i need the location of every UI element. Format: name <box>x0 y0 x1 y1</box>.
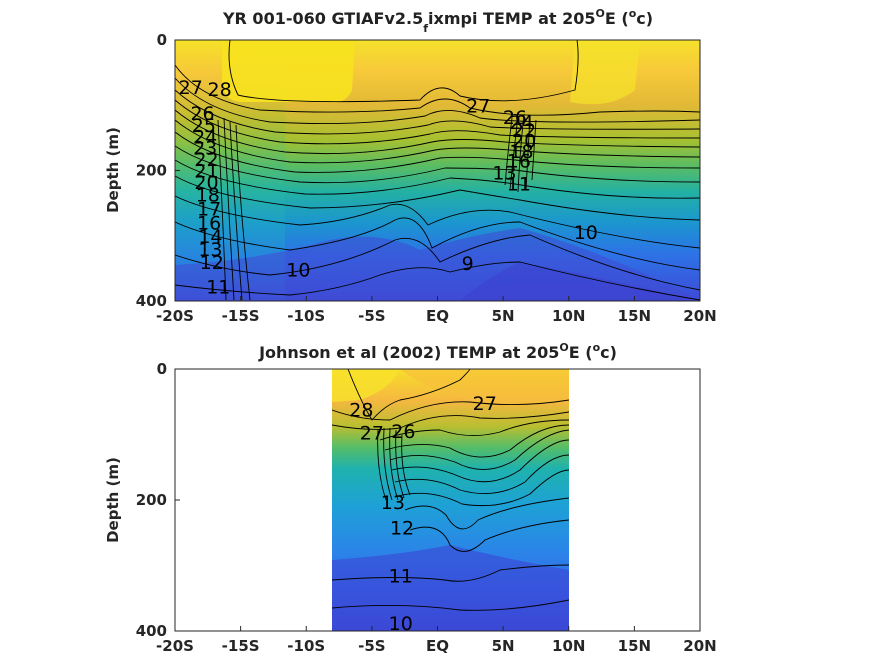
contour-label: 16 <box>197 213 221 235</box>
x-tick-label: -15S <box>222 637 260 655</box>
contour-lines-top <box>175 40 700 301</box>
contour-label: 26 <box>190 103 214 125</box>
y-tick-label: 400 <box>136 622 167 640</box>
y-tick-label: 0 <box>157 360 167 378</box>
cold-water <box>332 545 569 631</box>
panel-top-title: YR 001-060 GTIAFv2.5fixmpi TEMP at 205OE… <box>222 7 653 35</box>
panel-bottom-ticks: -20S -15S -10S -5S EQ 5N 10N 15N 20N 0 200 400 <box>136 360 717 655</box>
contour-label: 11 <box>206 277 230 299</box>
warm-pool-north <box>570 40 640 105</box>
contour-label: 20 <box>194 172 218 194</box>
x-tick-label: 5N <box>492 637 515 655</box>
x-tick-label: -10S <box>287 307 325 325</box>
contour-label: 9 <box>462 253 474 275</box>
contour-label: 24 <box>509 112 533 134</box>
x-tick-label: 15N <box>618 637 651 655</box>
contour-label: 22 <box>194 149 218 171</box>
contour-label: 10 <box>389 613 413 635</box>
x-tick-label: 10N <box>552 307 585 325</box>
x-tick-label: 5N <box>492 307 515 325</box>
x-tick-label: 10N <box>552 637 585 655</box>
contour-label: 11 <box>389 565 413 587</box>
contour-label: 27 <box>179 77 203 99</box>
x-tick-label: -5S <box>358 637 385 655</box>
x-tick-label: EQ <box>426 307 449 325</box>
contour-label: 10 <box>286 260 310 282</box>
contour-label: 11 <box>507 174 531 196</box>
contour-label: 24 <box>193 127 217 149</box>
contour-label: 21 <box>194 161 218 183</box>
panel-bottom: Johnson et al (2002) TEMP at 205OE (oc) <box>104 341 717 655</box>
contour-label: 25 <box>192 115 216 137</box>
contour-label: 12 <box>390 518 414 540</box>
contour-label: 23 <box>193 138 217 160</box>
contour-lines-bottom <box>332 369 569 611</box>
y-tick-label: 200 <box>136 491 167 509</box>
contour-label: 13 <box>381 492 405 514</box>
contour-label: 28 <box>349 400 373 422</box>
panel-bottom-title: Johnson et al (2002) TEMP at 205OE (oc) <box>258 341 617 362</box>
x-tick-label: EQ <box>426 637 449 655</box>
x-tick-label: -5S <box>358 307 385 325</box>
contour-label: 22 <box>512 120 536 142</box>
contour-label: 13 <box>492 162 516 184</box>
x-tick-label: -20S <box>156 637 194 655</box>
contour-label: 26 <box>391 421 415 443</box>
contour-label: 10 <box>574 222 598 244</box>
cold-core <box>460 262 700 301</box>
panel-top-ylabel: Depth (m) <box>104 127 122 213</box>
warm-pool-south <box>222 40 355 103</box>
contour-label: 13 <box>198 239 222 261</box>
x-tick-label: 20N <box>683 637 716 655</box>
x-tick-label: -10S <box>287 637 325 655</box>
panel-bottom-field <box>332 369 569 631</box>
panel-top-field <box>175 40 700 301</box>
contour-label: 17 <box>197 198 221 220</box>
contour-label: 18 <box>196 185 220 207</box>
contour-label: 12 <box>200 252 224 274</box>
x-tick-label: -15S <box>222 307 260 325</box>
x-tick-label: -20S <box>156 307 194 325</box>
contour-label: 20 <box>512 130 536 152</box>
contour-label: 26 <box>503 107 527 129</box>
warm-pool <box>332 369 400 402</box>
contour-label: 18 <box>509 141 533 163</box>
panel-top-ticks: -20S -15S -10S -5S EQ 5N 10N 15N 20N 0 200 400 <box>136 31 717 325</box>
contour-label: 27 <box>466 95 490 117</box>
contour-label: 16 <box>507 151 531 173</box>
y-tick-label: 0 <box>157 31 167 49</box>
contour-label: 28 <box>208 79 232 101</box>
contour-label: 14 <box>198 226 222 248</box>
x-tick-label: 20N <box>683 307 716 325</box>
panel-bottom-ylabel: Depth (m) <box>104 457 122 543</box>
contour-label: 27 <box>360 423 384 445</box>
warm-layer <box>400 369 569 405</box>
y-tick-label: 200 <box>136 162 167 180</box>
contour-label: 27 <box>473 393 497 415</box>
x-tick-label: 15N <box>618 307 651 325</box>
y-tick-label: 400 <box>136 292 167 310</box>
panel-top: YR 001-060 GTIAFv2.5fixmpi TEMP at 205OE… <box>104 7 717 325</box>
